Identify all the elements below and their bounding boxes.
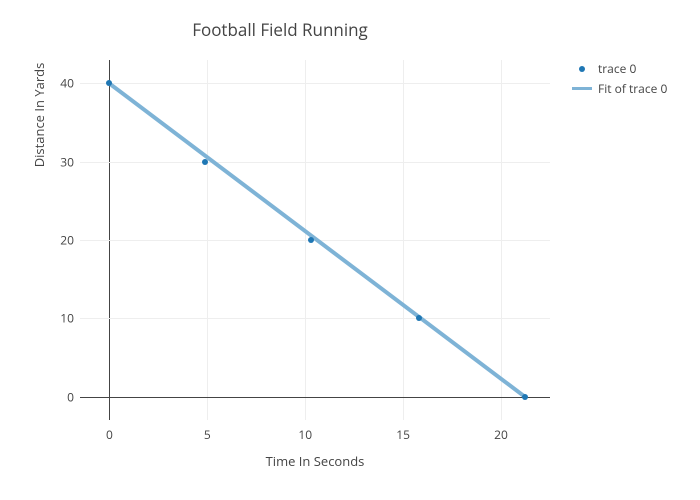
chart-container: Football Field Running Time In Seconds D… (0, 0, 700, 500)
y-tick-label: 20 (52, 232, 74, 249)
x-tick-label: 10 (298, 426, 312, 443)
y-tick-label: 10 (52, 310, 74, 327)
legend-marker-line-icon (572, 87, 592, 90)
data-point (522, 394, 528, 400)
legend-label: Fit of trace 0 (598, 80, 667, 97)
legend-item[interactable]: trace 0 (572, 60, 636, 77)
legend-label: trace 0 (598, 60, 636, 77)
data-point (416, 315, 422, 321)
grid-line-y (80, 162, 550, 163)
chart-title: Football Field Running (0, 18, 560, 41)
x-tick-label: 0 (106, 426, 113, 443)
data-point (308, 237, 314, 243)
grid-line-y (80, 240, 550, 241)
y-tick-label: 0 (52, 388, 74, 405)
y-axis-label: Distance In Yards (30, 0, 48, 295)
y-tick-label: 30 (52, 153, 74, 170)
x-axis-label: Time In Seconds (80, 452, 550, 470)
grid-line-y (80, 318, 550, 319)
x-tick-label: 5 (204, 426, 211, 443)
x-tick-label: 15 (396, 426, 410, 443)
grid-line-y (80, 83, 550, 84)
y-tick-label: 40 (52, 75, 74, 92)
legend-item[interactable]: Fit of trace 0 (572, 80, 667, 97)
grid-line-y (80, 397, 550, 398)
data-point (202, 159, 208, 165)
data-point (106, 80, 112, 86)
legend-marker-dot-icon (579, 66, 585, 72)
x-tick-label: 20 (494, 426, 508, 443)
